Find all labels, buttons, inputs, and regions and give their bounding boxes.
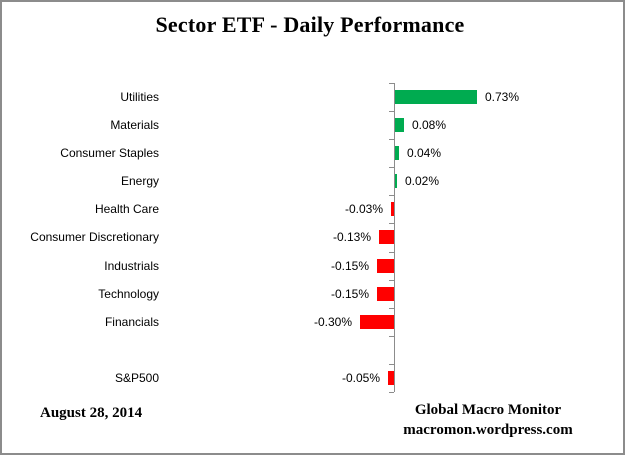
- value-label: 0.08%: [412, 118, 447, 132]
- axis-tick: [389, 83, 394, 84]
- chart-title: Sector ETF - Daily Performance: [155, 12, 465, 37]
- value-label: 0.04%: [407, 146, 442, 160]
- credit-line1: Global Macro Monitor: [414, 402, 562, 418]
- axis-tick: [389, 111, 394, 112]
- positive-bar: [395, 118, 404, 132]
- category-label: Consumer Staples: [60, 146, 159, 160]
- value-label: 0.73%: [485, 90, 520, 104]
- credit-line2: macromon.wordpress.com: [403, 422, 573, 438]
- axis-tick: [389, 167, 394, 168]
- negative-bar: [360, 315, 394, 329]
- value-label: -0.05%: [341, 371, 380, 385]
- value-label: -0.13%: [332, 230, 371, 244]
- category-label: S&P500: [114, 371, 159, 385]
- value-label: -0.15%: [330, 287, 369, 301]
- axis-tick: [389, 223, 394, 224]
- category-label: Utilities: [120, 90, 159, 104]
- category-label: Financials: [104, 315, 159, 329]
- negative-bar: [391, 202, 394, 216]
- axis-tick: [389, 280, 394, 281]
- category-label: Materials: [110, 118, 159, 132]
- axis-tick: [389, 364, 394, 365]
- positive-bar: [395, 90, 477, 104]
- axis-tick: [389, 336, 394, 337]
- axis-tick: [389, 195, 394, 196]
- negative-bar: [379, 230, 394, 244]
- value-axis-line: [394, 83, 395, 392]
- value-label: -0.03%: [344, 202, 383, 216]
- category-label: Industrials: [104, 259, 159, 273]
- positive-bar: [395, 146, 399, 160]
- category-label: Technology: [98, 287, 159, 301]
- category-label: Consumer Discretionary: [30, 230, 159, 244]
- credit-block: Global Macro Monitor macromon.wordpress.…: [368, 400, 608, 440]
- value-label: 0.02%: [405, 174, 440, 188]
- negative-bar: [388, 371, 394, 385]
- negative-bar: [377, 259, 394, 273]
- category-label: Energy: [120, 174, 159, 188]
- axis-tick: [389, 252, 394, 253]
- axis-tick: [389, 392, 394, 393]
- category-label: Health Care: [94, 202, 159, 216]
- positive-bar: [395, 174, 397, 188]
- axis-tick: [389, 139, 394, 140]
- negative-bar: [377, 287, 394, 301]
- date-label: August 28, 2014: [40, 405, 143, 421]
- value-label: -0.15%: [330, 259, 369, 273]
- value-label: -0.30%: [313, 315, 352, 329]
- axis-tick: [389, 308, 394, 309]
